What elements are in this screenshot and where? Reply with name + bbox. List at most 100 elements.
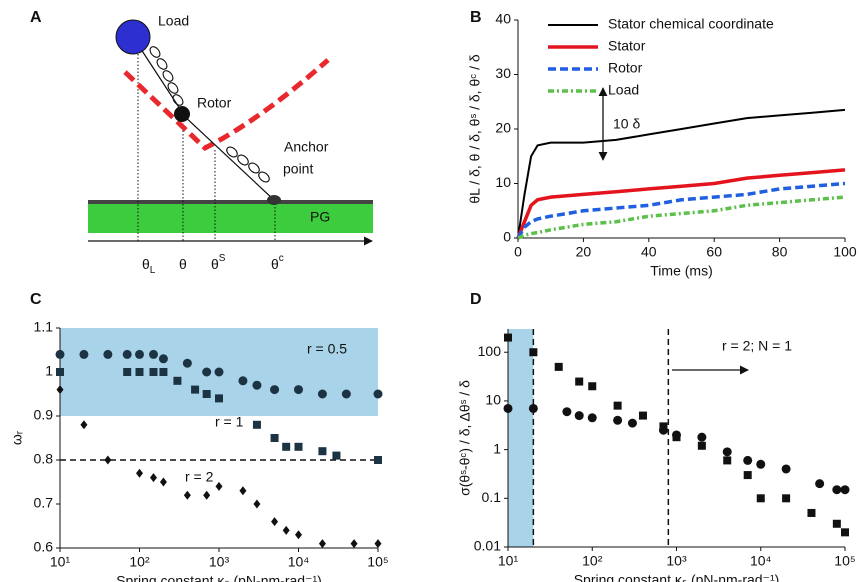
- point: [158, 354, 168, 364]
- point: [238, 376, 248, 386]
- point: [317, 389, 327, 399]
- theta-label: θL: [142, 256, 156, 276]
- y-tick-label: 30: [495, 65, 511, 81]
- point: [270, 434, 279, 442]
- point: [135, 368, 144, 376]
- point: [294, 442, 303, 451]
- x-tick-label: 10³: [666, 553, 687, 569]
- point: [214, 367, 224, 377]
- theta-base: θ: [211, 256, 219, 272]
- y-axis-label: ωᵣ: [9, 430, 25, 445]
- x-tick-label: 10²: [129, 554, 150, 570]
- load-label: Load: [158, 13, 189, 29]
- x-tick-label: 80: [772, 244, 788, 260]
- panel-label: D: [470, 291, 482, 308]
- x-axis-label: Spring constant κₛ (pN-nm-rad⁻¹): [116, 573, 322, 582]
- theta-base: θ: [142, 256, 150, 272]
- point: [613, 401, 622, 410]
- panel-label: B: [470, 9, 482, 26]
- legend-label: Stator: [608, 38, 646, 54]
- theta-label: θc: [271, 253, 284, 272]
- point: [332, 451, 341, 460]
- theta-sup: S: [219, 253, 226, 264]
- annotation: r = 2; N = 1: [722, 338, 792, 354]
- point: [252, 420, 261, 429]
- point: [659, 422, 668, 431]
- y-tick-label: 0: [503, 229, 511, 245]
- theta-sup: c: [279, 253, 284, 264]
- x-tick-label: 10⁴: [750, 553, 772, 569]
- series-line: [516, 181, 846, 239]
- y-tick-label: 100: [478, 343, 502, 359]
- point: [697, 432, 707, 442]
- y-tick-label: 0.8: [34, 451, 54, 467]
- point: [202, 390, 211, 398]
- point: [80, 420, 88, 430]
- point: [374, 539, 382, 549]
- y-tick-label: 0.9: [34, 407, 54, 423]
- point: [159, 477, 167, 487]
- x-tick-label: 20: [576, 244, 592, 260]
- legend-label: Load: [608, 82, 639, 98]
- rotor-label: Rotor: [197, 95, 232, 111]
- point: [588, 382, 597, 391]
- point: [587, 413, 597, 423]
- legend-label: Rotor: [608, 60, 643, 76]
- y-tick-label: 0.7: [34, 495, 54, 511]
- y-axis-label: θL / δ, θ / δ, θˢ / δ, θᶜ / δ: [467, 54, 483, 204]
- x-tick-label: 10²: [582, 553, 603, 569]
- point: [743, 455, 753, 465]
- point: [104, 455, 112, 465]
- theta-label: θ: [179, 256, 187, 272]
- load: [115, 19, 151, 55]
- y-tick-label: 20: [495, 120, 511, 136]
- y-tick-label: 40: [495, 11, 511, 27]
- springs: [149, 46, 270, 183]
- point: [294, 385, 303, 395]
- point: [173, 376, 182, 385]
- point: [832, 519, 841, 528]
- pg-bar: [88, 203, 373, 233]
- diagram: A Load Rotor Anchor point PG θL θ θS θc: [30, 9, 373, 276]
- point: [203, 490, 211, 500]
- linker: [134, 39, 275, 201]
- point: [122, 349, 132, 359]
- x-tick-label: 40: [641, 244, 657, 260]
- point: [183, 490, 191, 500]
- x-axis-label: Time (ms): [650, 263, 712, 279]
- annotation: r = 1: [215, 414, 244, 430]
- anchor-label: Anchor: [284, 139, 329, 155]
- y-tick-label: 1: [493, 440, 501, 456]
- point: [341, 389, 351, 399]
- point: [215, 481, 223, 491]
- point: [575, 377, 584, 386]
- theta-base: θ: [179, 256, 187, 272]
- point: [282, 442, 291, 451]
- point: [239, 486, 247, 496]
- energy-curve: [123, 58, 330, 152]
- point: [215, 394, 223, 403]
- point: [815, 479, 825, 489]
- point: [252, 380, 262, 390]
- point: [562, 407, 572, 417]
- y-tick-label: 10: [485, 392, 501, 408]
- point: [135, 349, 144, 359]
- point: [271, 517, 279, 527]
- x-tick-label: 100: [833, 244, 857, 260]
- point: [672, 433, 681, 442]
- point: [529, 348, 538, 357]
- point: [781, 464, 791, 474]
- x-tick-label: 10¹: [50, 554, 71, 570]
- point: [807, 508, 816, 517]
- y-tick-label: 0.01: [474, 538, 501, 554]
- point: [191, 385, 200, 394]
- pg-label: PG: [310, 209, 330, 225]
- annotation: r = 0.5: [307, 341, 347, 357]
- point: [613, 415, 623, 425]
- projection-lines: [137, 40, 276, 241]
- point: [503, 403, 513, 413]
- point: [528, 403, 538, 413]
- x-tick-label: 10⁴: [288, 554, 310, 570]
- point: [374, 456, 382, 464]
